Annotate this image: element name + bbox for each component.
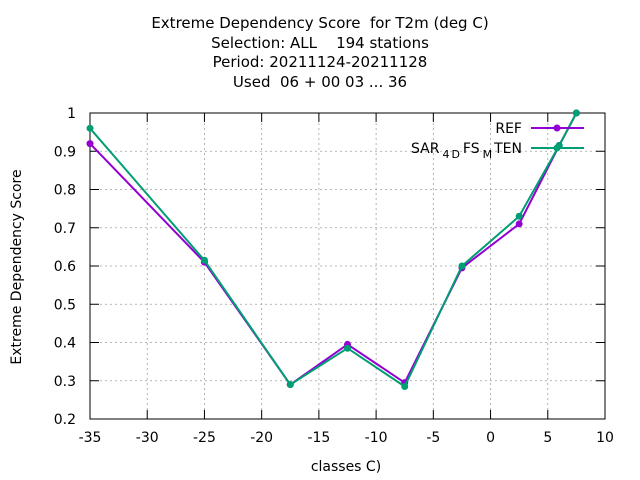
legend-label-ref: REF bbox=[495, 121, 522, 137]
legend-label-sar: SAR 4 D FS M TEN bbox=[411, 141, 522, 161]
y-tick-label: 0.3 bbox=[54, 374, 76, 390]
legend-marker-ref bbox=[553, 124, 561, 132]
y-tick-label: 1 bbox=[67, 106, 76, 122]
x-tick-label: 10 bbox=[596, 430, 614, 446]
y-axis-tick-labels: 0.2 0.3 0.4 0.5 0.6 0.7 0.8 0.9 1 bbox=[54, 106, 76, 428]
y-tick-label: 0.7 bbox=[54, 221, 76, 237]
title-line-1: Extreme Dependency Score for T2m (deg C) bbox=[151, 14, 489, 32]
x-tick-label: -20 bbox=[250, 430, 273, 446]
y-axis-label: Extreme Dependency Score bbox=[9, 169, 25, 364]
legend-label-sar-part-1: SAR bbox=[411, 141, 440, 157]
series-2-point bbox=[286, 381, 294, 389]
series bbox=[86, 109, 580, 390]
series-1-point bbox=[86, 140, 94, 148]
series-2-point bbox=[515, 212, 523, 220]
x-tick-label: -35 bbox=[79, 430, 102, 446]
legend-label-sar-sub-2: D bbox=[451, 148, 459, 161]
legend: REF SAR 4 D FS M TEN bbox=[411, 121, 584, 161]
title-line-2: Selection: ALL 194 stations bbox=[211, 33, 429, 52]
series-1-point bbox=[515, 220, 523, 228]
y-tick-label: 0.5 bbox=[54, 297, 76, 313]
legend-marker-sar bbox=[553, 144, 561, 152]
x-tick-label: -30 bbox=[136, 430, 159, 446]
title-line-3: Period: 20211124-20211128 bbox=[212, 53, 428, 71]
grid bbox=[90, 113, 605, 419]
legend-label-sar-sub-3: M bbox=[483, 148, 493, 161]
y-tick-label: 0.4 bbox=[54, 336, 76, 352]
title-line-4: Used 06 + 00 03 ... 36 bbox=[232, 72, 408, 91]
y-tick-label: 0.6 bbox=[54, 259, 76, 275]
x-tick-label: 0 bbox=[486, 430, 495, 446]
series-2-point bbox=[200, 256, 208, 264]
tick-marks bbox=[89, 112, 606, 420]
series-2-point bbox=[344, 344, 351, 352]
series-2-point bbox=[458, 262, 466, 270]
y-tick-label: 0.9 bbox=[54, 144, 76, 160]
series-2-point bbox=[86, 124, 94, 132]
series-2-point bbox=[572, 109, 580, 117]
y-tick-label: 0.8 bbox=[54, 183, 76, 199]
x-tick-label: -10 bbox=[365, 430, 388, 446]
series-2-point bbox=[401, 382, 409, 390]
plot-frame bbox=[89, 112, 606, 420]
legend-label-sar-part-3: TEN bbox=[493, 141, 522, 157]
x-axis-tick-labels: -35 -30 -25 -20 -15 -10 -5 0 5 10 bbox=[79, 430, 614, 446]
x-tick-label: -25 bbox=[193, 430, 216, 446]
y-tick-label: 0.2 bbox=[54, 412, 76, 428]
chart-title: Extreme Dependency Score for T2m (deg C)… bbox=[0, 14, 640, 92]
legend-label-sar-part-2: FS bbox=[463, 141, 480, 157]
x-axis-label: classes C) bbox=[311, 459, 381, 475]
x-tick-label: -5 bbox=[426, 430, 440, 446]
x-tick-label: -15 bbox=[307, 430, 330, 446]
x-tick-label: 5 bbox=[543, 430, 552, 446]
legend-label-sar-sub-1: 4 bbox=[442, 148, 449, 161]
